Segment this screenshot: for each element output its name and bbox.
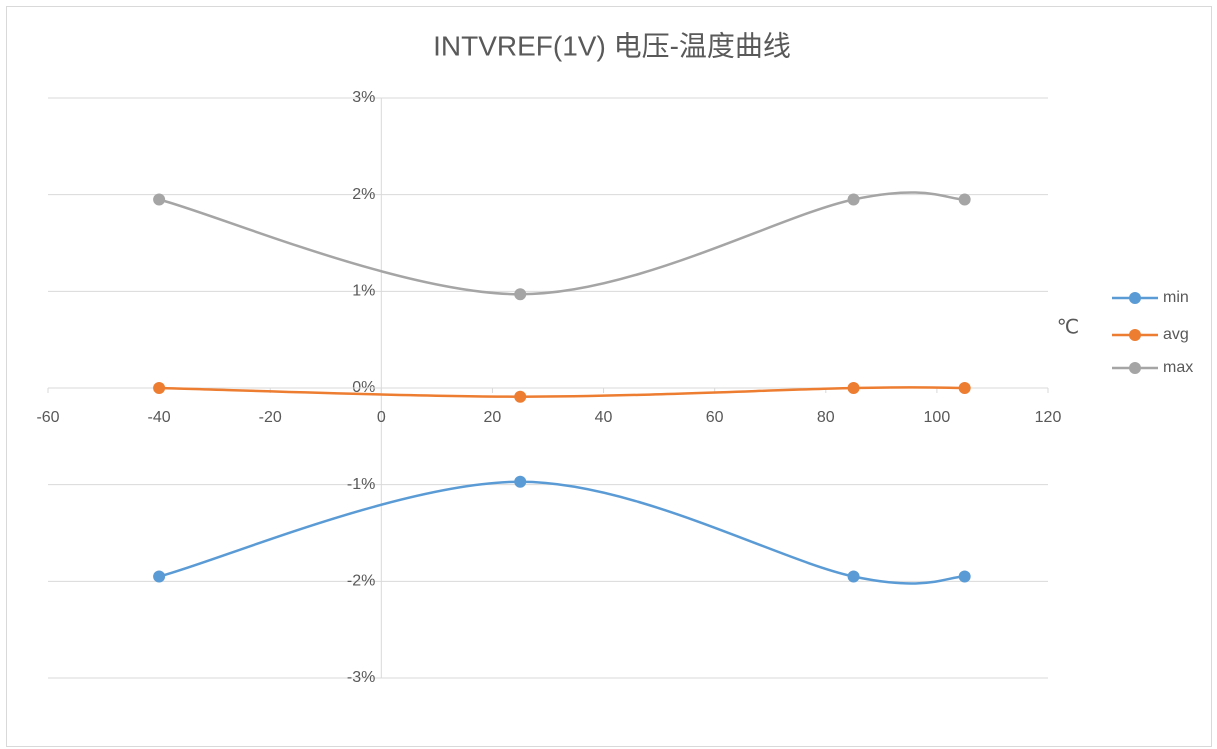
y-tick-label: -1%	[347, 476, 375, 493]
x-axis-label: ℃	[1057, 316, 1079, 338]
x-tick-label: 120	[1035, 409, 1062, 426]
y-tick-label: -3%	[347, 669, 375, 686]
x-tick-label: -40	[148, 409, 171, 426]
x-tick-label: 20	[484, 409, 502, 426]
data-point	[514, 390, 527, 403]
legend-label: min	[1163, 289, 1189, 306]
y-tick-label: 1%	[352, 283, 375, 300]
x-tick-label: -20	[259, 409, 282, 426]
y-tick-label: 3%	[352, 89, 375, 106]
data-point	[153, 570, 166, 583]
data-point	[958, 382, 971, 394]
legend-marker	[1129, 362, 1141, 374]
data-point	[514, 475, 527, 488]
x-tick-label: 0	[377, 409, 386, 426]
x-tick-label: 80	[817, 409, 835, 426]
chart-title: INTVREF(1V) 电压-温度曲线	[433, 30, 791, 61]
data-point	[847, 382, 860, 394]
legend-marker	[1129, 329, 1141, 341]
x-tick-label: 100	[924, 409, 951, 426]
y-tick-label: -2%	[347, 573, 375, 590]
data-point	[847, 193, 860, 206]
series-line	[159, 386, 965, 398]
legend-label: avg	[1163, 326, 1189, 343]
legend-label: max	[1163, 359, 1193, 376]
x-tick-label: -60	[36, 409, 59, 426]
data-point	[958, 193, 971, 206]
data-point	[514, 288, 527, 301]
series-line	[158, 480, 965, 585]
y-tick-label: 2%	[352, 186, 375, 203]
data-point	[153, 382, 166, 394]
data-point	[847, 570, 860, 583]
x-tick-label: 60	[706, 409, 724, 426]
series-line	[158, 191, 965, 296]
data-point	[958, 570, 971, 583]
chart-frame	[6, 6, 1212, 747]
x-tick-label: 40	[595, 409, 613, 426]
legend-marker	[1129, 292, 1141, 304]
data-point	[153, 193, 166, 206]
